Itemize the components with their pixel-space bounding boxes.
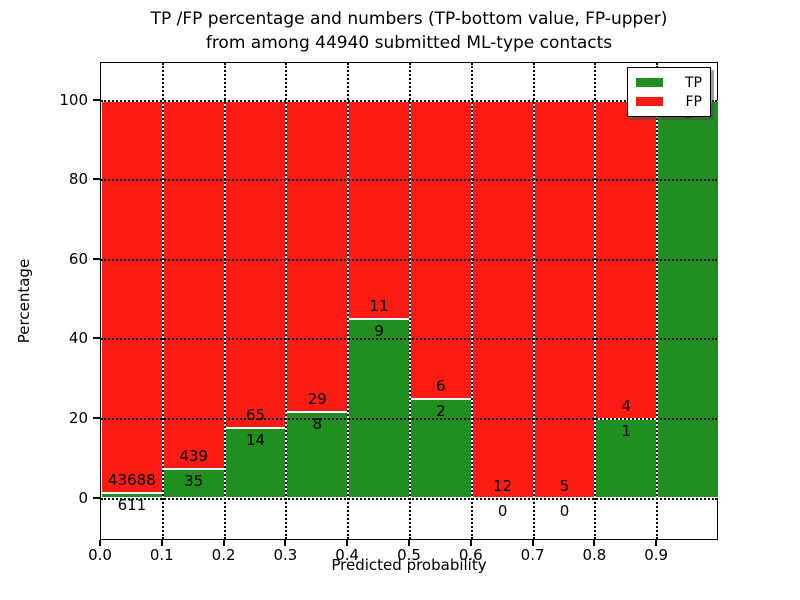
bar-label-tp: 8 [312,415,323,434]
bar-segment-fp [471,100,534,499]
legend-entry: FP [636,92,702,111]
y-tick-mark [93,496,100,499]
bar-segment-fp [101,100,163,493]
bar-label-tp: 0 [559,501,570,520]
legend-entry-label: TP [685,74,702,91]
x-tick-label: 0.3 [273,546,298,564]
bar-label-fp: 11 [369,297,389,316]
legend-entry-label: FP [685,93,703,110]
bar-label-tp: 14 [245,430,266,449]
bar-segment-tp [657,100,719,499]
y-axis-label: Percentage [15,258,33,344]
vertical-gridline [532,63,535,539]
bar-segment-fp [224,100,287,428]
x-tick-mark [593,540,596,546]
x-tick-label: 0.5 [397,546,421,564]
vertical-gridline [409,63,411,539]
bar-label-fp: 439 [179,447,209,466]
x-axis-label: Predicted probability [331,556,487,574]
vertical-gridline [285,63,288,539]
x-tick-label: 0.9 [644,546,669,564]
bar-label-fp: 4 [621,396,632,415]
y-tick-mark [93,257,100,260]
x-tick-mark [99,540,101,546]
bar-segment-fp [162,100,225,470]
bar-label-tp: 0 [497,501,508,520]
tp-swatch-icon [636,78,663,87]
x-tick-label: 0.8 [582,546,607,564]
y-tick-label: 100 [59,90,88,109]
x-tick-mark [222,540,225,546]
vertical-gridline [347,63,350,539]
x-tick-label: 0.2 [211,546,236,564]
y-tick-mark [93,98,100,101]
x-tick-label: 0.7 [520,546,545,564]
fp-swatch-icon [636,97,663,106]
x-tick-label: 0.6 [458,546,483,564]
legend-box: TP FP [627,67,711,117]
bar-label-tp: 1 [621,421,632,440]
bar-label-tp: 2 [436,402,446,421]
x-tick-mark [408,540,410,546]
legend-entry: TP [636,73,702,92]
bar-label-tp: 611 [117,496,147,514]
y-tick-mark [93,178,100,181]
x-tick-mark [469,540,472,546]
vertical-gridline [594,63,597,539]
bar-segment-tp [286,412,349,499]
bar-segment-fp [286,100,349,413]
bar-segment-tp [348,319,410,499]
bar-label-fp: 12 [493,476,513,495]
y-tick-label: 80 [68,170,88,189]
bar-segment-tp [162,469,225,499]
x-tick-label: 0.1 [149,546,174,564]
bar-label-tp: 35 [184,472,204,491]
chart-title-line2: from among 44940 submitted ML-type conta… [205,33,613,53]
x-tick-mark [346,540,349,546]
bar-label-fp: 5 [559,476,570,495]
x-tick-mark [655,540,658,546]
vertical-gridline [470,63,473,539]
y-tick-label: 60 [68,249,88,268]
y-tick-mark [93,416,100,419]
x-tick-label: 0.0 [88,546,112,564]
vertical-gridline [161,63,164,539]
x-tick-label: 0.4 [335,546,360,564]
chart-title-line1: TP /FP percentage and numbers (TP-bottom… [150,9,668,29]
x-tick-mark [284,540,287,546]
bar-segment-fp [533,100,596,499]
bar-label-fp: 43688 [108,471,156,489]
bar-label-fp: 6 [436,377,446,396]
vertical-gridline [656,63,659,539]
vertical-gridline [223,63,226,539]
bar-label-fp: 29 [307,390,327,409]
y-tick-label: 0 [78,488,88,507]
bar-label-tp: 9 [374,322,384,341]
bar-segment-fp [410,100,472,400]
y-tick-label: 20 [68,408,88,427]
bar-segment-fp [348,100,410,320]
bar-label-fp: 65 [245,405,266,424]
y-tick-label: 40 [68,329,88,348]
x-tick-mark [160,540,163,546]
x-tick-mark [531,540,534,546]
y-tick-mark [93,337,100,340]
